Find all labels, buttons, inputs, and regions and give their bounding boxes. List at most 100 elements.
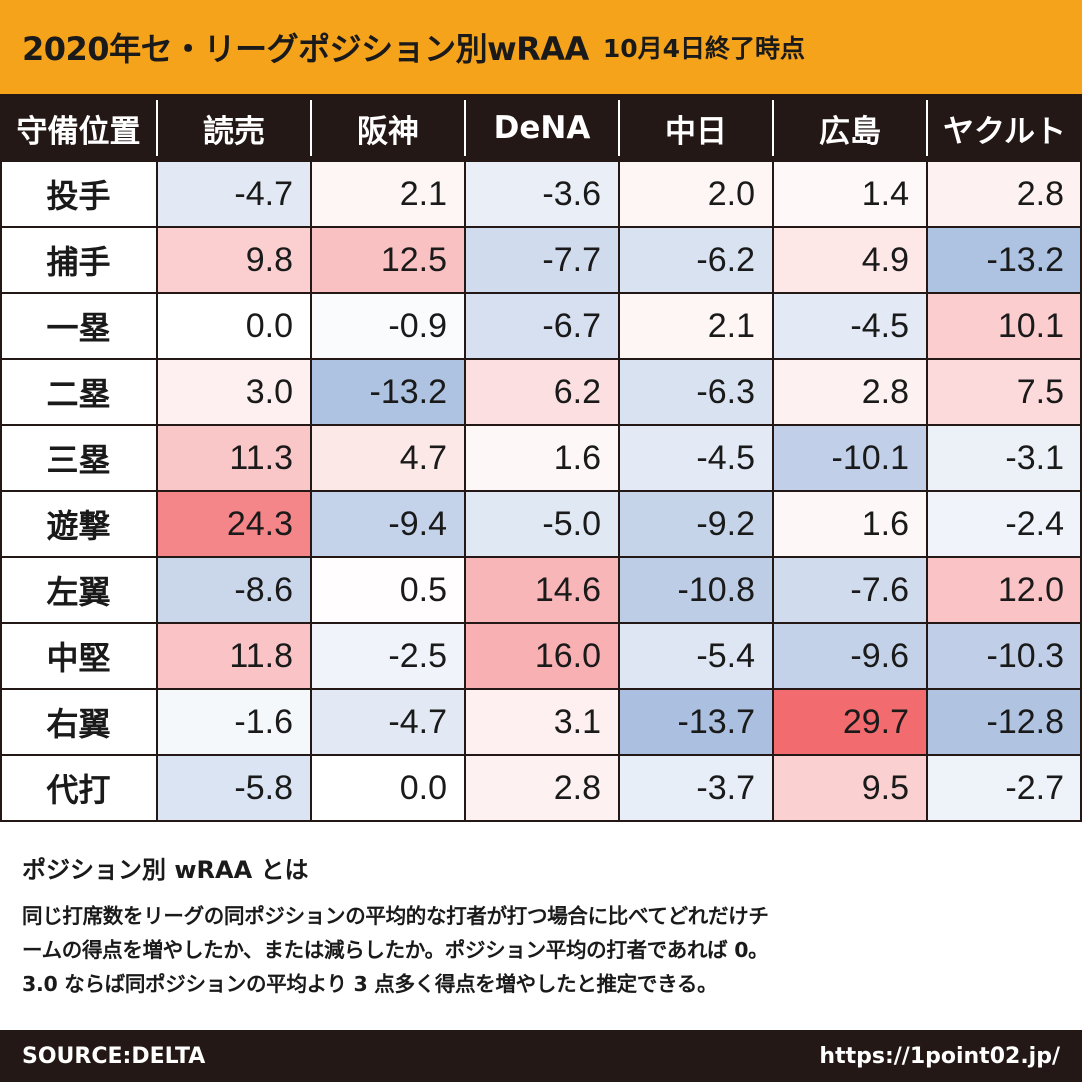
value-cell: -1.6 [157,690,311,754]
position-label: 右翼 [0,690,157,754]
value-cell: -4.7 [157,162,311,226]
header-team: 阪神 [357,113,419,150]
value-cell: -6.3 [619,360,773,424]
position-label: 捕手 [0,228,157,292]
value-cell: 4.9 [773,228,927,292]
value-cell: -7.7 [465,228,619,292]
position-label: 中堅 [0,624,157,688]
site-url: https://1point02.jp/ [819,1043,1060,1069]
value-cell: 10.1 [927,294,1082,358]
value-cell: -9.4 [311,492,465,556]
table-row: 代打 -5.8 0.0 2.8 -3.7 9.5 -2.7 [0,756,1082,822]
header-separator [926,100,928,156]
value-cell: 2.8 [773,360,927,424]
table-header-row: 守備位置 読売 阪神 DeNA 中日 広島 ヤクルト [0,94,1082,162]
value-cell: -6.7 [465,294,619,358]
value-cell: 3.1 [465,690,619,754]
description-title: ポジション別 wRAA とは [22,856,309,884]
value-cell: -5.0 [465,492,619,556]
grid-line [464,162,466,822]
value-cell: 0.5 [311,558,465,622]
value-cell: -13.2 [927,228,1082,292]
header-separator [772,100,774,156]
value-cell: 7.5 [927,360,1082,424]
value-cell: -0.9 [311,294,465,358]
value-cell: -2.5 [311,624,465,688]
value-cell: 1.4 [773,162,927,226]
header-separator [618,100,620,156]
table-row: 遊撃 24.3 -9.4 -5.0 -9.2 1.6 -2.4 [0,492,1082,558]
value-cell: 14.6 [465,558,619,622]
grid-line [618,162,620,822]
value-cell: 2.0 [619,162,773,226]
grid-line [772,162,774,822]
grid-line [310,162,312,822]
table-row: 二塁 3.0 -13.2 6.2 -6.3 2.8 7.5 [0,360,1082,426]
value-cell: 4.7 [311,426,465,490]
description-line: 3.0 ならば同ポジションの平均より 3 点多く得点を増やしたと推定できる。 [22,972,718,996]
description-body: 同じ打席数をリーグの同ポジションの平均的な打者が打つ場合に比べてどれだけチ ーム… [22,899,1062,1001]
value-cell: 1.6 [773,492,927,556]
table-row: 三塁 11.3 4.7 1.6 -4.5 -10.1 -3.1 [0,426,1082,492]
header-separator [310,100,312,156]
grid-line [0,162,2,822]
value-cell: -5.8 [157,756,311,820]
value-cell: 2.1 [619,294,773,358]
position-label: 一塁 [0,294,157,358]
wraa-heatmap-table: 守備位置 読売 阪神 DeNA 中日 広島 ヤクルト 投手 -4.7 2.1 -3.6 2.0 1.4… [0,94,1082,836]
position-label: 左翼 [0,558,157,622]
value-cell: -6.2 [619,228,773,292]
chart-title: 2020年セ・リーグポジション別wRAA [22,30,589,68]
table-row: 一塁 0.0 -0.9 -6.7 2.1 -4.5 10.1 [0,294,1082,360]
value-cell: -4.5 [773,294,927,358]
value-cell: 12.0 [927,558,1082,622]
header-separator [464,100,466,156]
header-position: 守備位置 [16,113,141,150]
chart-subtitle: 10月4日終了時点 [602,34,805,63]
value-cell: -10.8 [619,558,773,622]
value-cell: -7.6 [773,558,927,622]
header-team: DeNA [493,110,591,146]
title-bar: 2020年セ・リーグポジション別wRAA 10月4日終了時点 [0,0,1082,94]
value-cell: -10.1 [773,426,927,490]
header-team: 読売 [203,113,265,150]
value-cell: -12.8 [927,690,1082,754]
table-row: 捕手 9.8 12.5 -7.7 -6.2 4.9 -13.2 [0,228,1082,294]
position-label: 代打 [0,756,157,820]
description-line: 同じ打席数をリーグの同ポジションの平均的な打者が打つ場合に比べてどれだけチ [22,904,769,928]
header-team: ヤクルト [942,113,1067,150]
table-row: 中堅 11.8 -2.5 16.0 -5.4 -9.6 -10.3 [0,624,1082,690]
position-label: 三塁 [0,426,157,490]
value-cell: -5.4 [619,624,773,688]
value-cell: 0.0 [311,756,465,820]
position-label: 二塁 [0,360,157,424]
value-cell: -4.5 [619,426,773,490]
value-cell: -9.6 [773,624,927,688]
table-row: 左翼 -8.6 0.5 14.6 -10.8 -7.6 12.0 [0,558,1082,624]
grid-line [926,162,928,822]
grid-line [1080,162,1082,822]
value-cell: -8.6 [157,558,311,622]
value-cell: -3.6 [465,162,619,226]
value-cell: 11.8 [157,624,311,688]
value-cell: 24.3 [157,492,311,556]
value-cell: 0.0 [157,294,311,358]
value-cell: 12.5 [311,228,465,292]
value-cell: 9.5 [773,756,927,820]
value-cell: -13.7 [619,690,773,754]
value-cell: -13.2 [311,360,465,424]
value-cell: -10.3 [927,624,1082,688]
value-cell: -3.1 [927,426,1082,490]
grid-line [156,162,158,822]
value-cell: -3.7 [619,756,773,820]
value-cell: 29.7 [773,690,927,754]
description-line: ームの得点を増やしたか、または減らしたか。ポジション平均の打者であれば 0。 [22,938,769,962]
value-cell: 11.3 [157,426,311,490]
header-team: 広島 [819,113,881,150]
header-separator [156,100,158,156]
value-cell: 6.2 [465,360,619,424]
value-cell: 2.8 [465,756,619,820]
position-label: 遊撃 [0,492,157,556]
value-cell: -4.7 [311,690,465,754]
value-cell: -2.7 [927,756,1082,820]
